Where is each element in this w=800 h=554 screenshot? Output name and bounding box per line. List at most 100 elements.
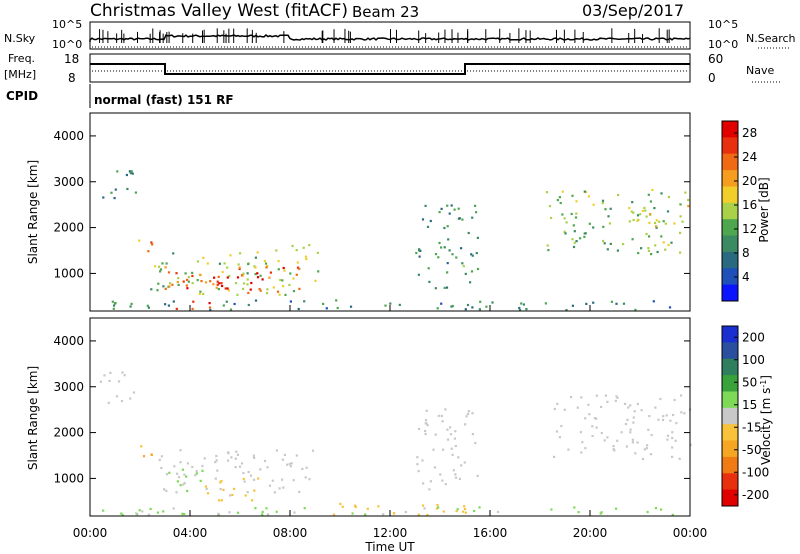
heatmap-cell (156, 289, 159, 292)
heatmap-cell (613, 449, 616, 452)
heatmap-cell (141, 510, 144, 513)
heatmap-cell (242, 477, 245, 481)
heatmap-cell (247, 470, 250, 474)
heatmap-cell (289, 272, 292, 275)
colorbar-tick-label: 50 (742, 375, 757, 389)
heatmap-cell (177, 283, 180, 286)
heatmap-cell (678, 457, 681, 460)
heatmap-cell (580, 396, 583, 399)
heatmap-cell (107, 401, 110, 404)
heatmap-cell (466, 412, 469, 416)
heatmap-cell (434, 287, 437, 290)
heatmap-cell (671, 455, 674, 458)
heatmap-cell (467, 410, 470, 413)
heatmap-cell (653, 221, 657, 225)
heatmap-cell (214, 477, 217, 480)
heatmap-cell (460, 247, 463, 250)
heatmap-cell (335, 299, 338, 302)
heatmap-cell (561, 213, 564, 216)
heatmap-cell (393, 512, 396, 515)
heatmap-cell (302, 246, 305, 249)
heatmap-cell (116, 170, 119, 173)
heatmap-cell (234, 282, 238, 285)
heatmap-cell (449, 426, 452, 429)
heatmap-cell (176, 280, 179, 284)
heatmap-cell (199, 273, 202, 276)
heatmap-cell (592, 226, 595, 229)
heatmap-cell (443, 246, 446, 249)
colorbar-segment (722, 375, 738, 392)
heatmap-cell (384, 304, 387, 307)
heatmap-cell (643, 206, 646, 209)
heatmap-cell (115, 395, 119, 398)
heatmap-cell (168, 471, 171, 474)
heatmap-cell (254, 507, 257, 510)
heatmap-cell (478, 506, 481, 509)
heatmap-cell (636, 214, 640, 217)
heatmap-cell (631, 201, 634, 204)
heatmap-cell (673, 222, 676, 225)
heatmap-cell (182, 483, 185, 486)
velocity-y-axis: 1000 2000 3000 4000 (53, 334, 690, 485)
heatmap-cell (583, 235, 586, 238)
heatmap-cell (151, 243, 154, 246)
heatmap-cell (641, 457, 644, 461)
heatmap-cell (466, 303, 470, 307)
heatmap-cell (275, 449, 278, 452)
heatmap-cell (123, 374, 126, 377)
heatmap-cell (600, 431, 603, 435)
heatmap-cell (476, 236, 479, 239)
heatmap-cell (132, 391, 136, 394)
heatmap-cell (471, 306, 474, 309)
heatmap-cell (177, 476, 181, 479)
nsky-frame (89, 21, 691, 50)
heatmap-cell (475, 252, 478, 255)
heatmap-cell (470, 270, 474, 273)
heatmap-cell (689, 443, 692, 446)
nsky-trace (89, 28, 691, 48)
heatmap-cell (158, 458, 161, 461)
heatmap-cell (224, 287, 227, 290)
colorbar-tick-label: 12 (742, 222, 757, 236)
heatmap-cell (305, 466, 308, 469)
heatmap-cell (601, 202, 604, 205)
heatmap-cell (571, 238, 574, 241)
heatmap-cell (238, 267, 241, 271)
heatmap-cell (113, 304, 116, 307)
heatmap-cell (440, 246, 443, 249)
heatmap-cell (225, 300, 228, 303)
heatmap-cell (574, 216, 578, 219)
heatmap-cell (669, 419, 672, 422)
heatmap-cell (464, 511, 467, 514)
heatmap-cell (354, 504, 357, 507)
heatmap-cell (545, 191, 548, 194)
heatmap-cell (680, 411, 683, 414)
heatmap-cell (446, 204, 449, 207)
heatmap-cell (217, 288, 220, 291)
heatmap-cell (563, 217, 566, 220)
heatmap-cell (181, 512, 184, 515)
heatmap-cell (587, 403, 590, 406)
heatmap-cell (227, 289, 230, 292)
heatmap-cell (382, 513, 385, 516)
heatmap-cell (150, 453, 153, 456)
colorbar-segment (722, 186, 738, 204)
heatmap-cell (244, 494, 247, 497)
heatmap-cell (683, 412, 686, 415)
heatmap-cell (217, 275, 220, 278)
heatmap-cell (150, 288, 153, 291)
heatmap-cell (444, 483, 447, 486)
heatmap-cell (628, 207, 631, 210)
heatmap-cell (454, 476, 458, 479)
heatmap-cell (239, 252, 242, 255)
heatmap-cell (209, 280, 212, 283)
heatmap-cell (213, 276, 216, 279)
heatmap-cell (304, 255, 308, 258)
heatmap-cell (667, 195, 670, 199)
heatmap-cell (614, 399, 617, 402)
heatmap-cell (205, 487, 208, 490)
heatmap-cell (266, 513, 270, 516)
heatmap-cell (256, 272, 259, 275)
x-tick-label: 12:00 (373, 526, 408, 540)
heatmap-cell (558, 196, 561, 199)
